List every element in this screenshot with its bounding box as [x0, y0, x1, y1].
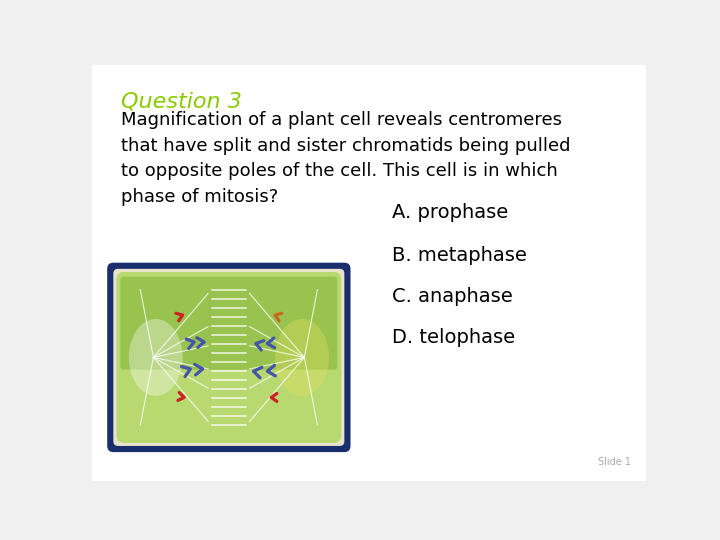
Text: Slide 1: Slide 1 — [598, 457, 631, 467]
Text: C. anaphase: C. anaphase — [392, 287, 513, 306]
FancyBboxPatch shape — [89, 62, 649, 484]
Text: Question 3: Question 3 — [121, 92, 242, 112]
FancyBboxPatch shape — [107, 262, 351, 452]
Ellipse shape — [129, 319, 183, 396]
Text: A. prophase: A. prophase — [392, 204, 508, 222]
FancyBboxPatch shape — [120, 276, 338, 370]
Text: D. telophase: D. telophase — [392, 328, 516, 347]
FancyBboxPatch shape — [117, 272, 341, 443]
Text: B. metaphase: B. metaphase — [392, 246, 527, 265]
FancyBboxPatch shape — [113, 269, 344, 446]
Text: Magnification of a plant cell reveals centromeres
that have split and sister chr: Magnification of a plant cell reveals ce… — [121, 111, 570, 206]
Ellipse shape — [275, 319, 329, 396]
